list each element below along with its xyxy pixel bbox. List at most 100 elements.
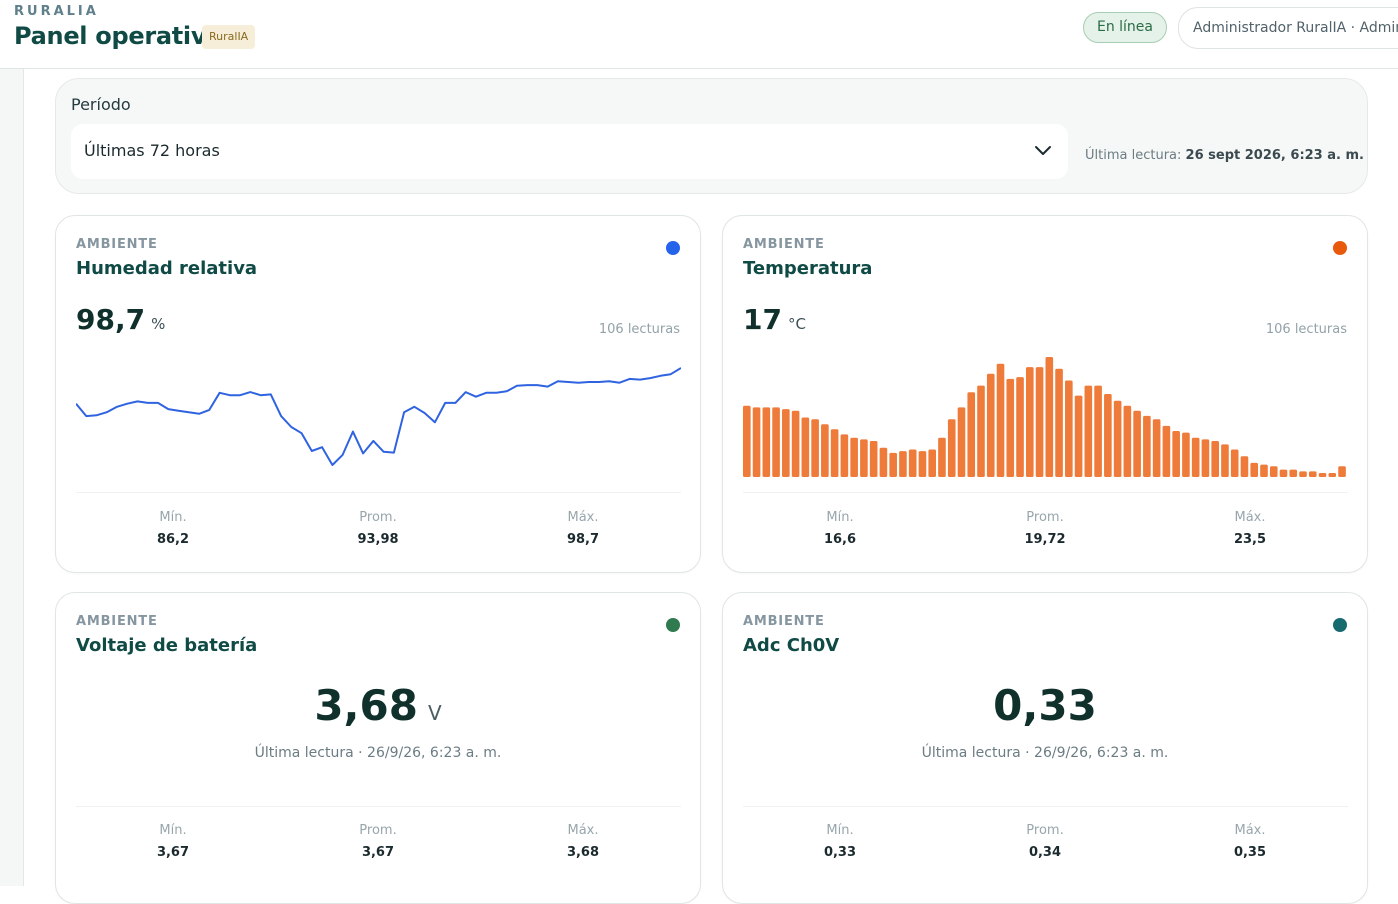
- bar: [860, 439, 868, 477]
- stat-value: 98,7: [566, 532, 600, 547]
- stat-label: Mín.: [826, 510, 854, 525]
- reading-count: 106 lecturas: [598, 322, 680, 337]
- stat-label: Prom.: [359, 823, 397, 838]
- value: 17: [743, 303, 782, 336]
- stat-value: 0,33: [823, 845, 857, 860]
- last-reading-label: Última lectura:: [1085, 148, 1182, 163]
- line: [76, 367, 681, 466]
- current-value: 17 °C: [743, 303, 806, 336]
- card-category: AMBIENTE: [743, 614, 825, 629]
- bar: [1338, 466, 1346, 477]
- bar: [1269, 466, 1278, 477]
- stat-label: Máx.: [567, 510, 599, 525]
- bar: [782, 409, 790, 477]
- bar: [1289, 469, 1298, 477]
- bar: [1035, 367, 1044, 477]
- bar: [908, 449, 917, 477]
- last-reading-value: 26 sept 2026, 6:23 a. m.: [1185, 148, 1364, 163]
- stat-label: Máx.: [1234, 823, 1266, 838]
- period-select[interactable]: Últimas 72 horas: [71, 124, 1068, 179]
- stat-value: 3,67: [361, 845, 395, 860]
- bar: [928, 449, 937, 477]
- bar: [1201, 439, 1210, 477]
- bar: [1230, 449, 1239, 477]
- stat-label: Prom.: [1026, 510, 1064, 525]
- current-value: 0,33: [723, 681, 1367, 730]
- chevron-icon: [1035, 146, 1051, 155]
- bar: [1065, 380, 1073, 477]
- card-title: Humedad relativa: [76, 258, 258, 279]
- bar: [1133, 410, 1141, 477]
- bar: [947, 419, 956, 477]
- bar: [1123, 405, 1132, 477]
- bar: [1094, 385, 1102, 477]
- bar: [1328, 473, 1337, 477]
- bar: [801, 417, 810, 477]
- divider: [76, 492, 681, 493]
- period-label: Período: [71, 95, 131, 114]
- bar: [1025, 367, 1034, 477]
- divider: [743, 806, 1348, 807]
- bar: [1152, 419, 1161, 477]
- status-pill: En línea: [1083, 12, 1167, 43]
- stat-label: Mín.: [159, 823, 187, 838]
- brand: RURALIA: [14, 4, 99, 19]
- bar: [752, 407, 761, 477]
- bar: [1074, 395, 1083, 477]
- bar: [840, 434, 849, 477]
- stat-value: 0,34: [1028, 845, 1062, 860]
- bar: [1308, 471, 1317, 477]
- stat-label: Máx.: [1234, 510, 1266, 525]
- bar: [821, 424, 829, 477]
- bar: [1084, 385, 1093, 477]
- bar: [791, 410, 800, 477]
- period-panel: Período Últimas 72 horas Última lectura:…: [55, 78, 1368, 194]
- status-dot: [1333, 241, 1347, 255]
- stat-value: 16,6: [823, 532, 857, 547]
- bar: [743, 405, 751, 477]
- bar: [1191, 437, 1200, 477]
- period-selected: Últimas 72 horas: [84, 141, 220, 160]
- bar: [1299, 471, 1307, 477]
- sparkline: [76, 367, 681, 466]
- status-dot: [1333, 618, 1347, 632]
- stat-label: Prom.: [1026, 823, 1064, 838]
- value: 0,33: [993, 681, 1097, 730]
- bar: [889, 452, 897, 477]
- user-menu[interactable]: Administrador RuralIA · Admin: [1178, 7, 1398, 49]
- badge: RuralIA: [202, 25, 256, 49]
- bar: [918, 451, 927, 477]
- stat-value: 23,5: [1233, 532, 1267, 547]
- bar: [1318, 473, 1327, 477]
- bar: [1211, 441, 1219, 477]
- bar: [1260, 464, 1268, 477]
- bar: [1240, 456, 1249, 477]
- metric-card: AMBIENTE Humedad relativa 98,7% 106 lectura…: [55, 215, 701, 573]
- bar: [1221, 444, 1229, 477]
- sparkline: [743, 357, 1346, 477]
- card-category: AMBIENTE: [743, 237, 825, 252]
- bar: [899, 451, 907, 477]
- stat-value: 3,67: [156, 845, 190, 860]
- page-title: Panel operativo: [14, 22, 223, 50]
- stat-label: Prom.: [359, 510, 397, 525]
- last-reading: Última lectura: 26 sept 2026, 6:23 a. m.: [1085, 148, 1364, 163]
- bar: [869, 441, 878, 477]
- bar: [1006, 378, 1015, 477]
- stat-label: Mín.: [826, 823, 854, 838]
- unit: V: [427, 701, 442, 725]
- unit: °C: [787, 315, 806, 333]
- status-dot: [666, 241, 680, 255]
- metric-card: AMBIENTE Voltaje de batería 3,68 V Última le…: [55, 592, 701, 904]
- divider: [743, 492, 1348, 493]
- sidebar: [0, 69, 24, 886]
- status-dot: [666, 618, 680, 632]
- stat-value: 3,68: [566, 845, 600, 860]
- metric-card: AMBIENTE Adc Ch0V 0,33 Última lectura · 26/…: [722, 592, 1368, 904]
- bar: [1016, 377, 1024, 477]
- card-title: Voltaje de batería: [76, 635, 258, 656]
- bar: [1045, 357, 1054, 477]
- card-category: AMBIENTE: [76, 237, 158, 252]
- bar: [977, 385, 985, 477]
